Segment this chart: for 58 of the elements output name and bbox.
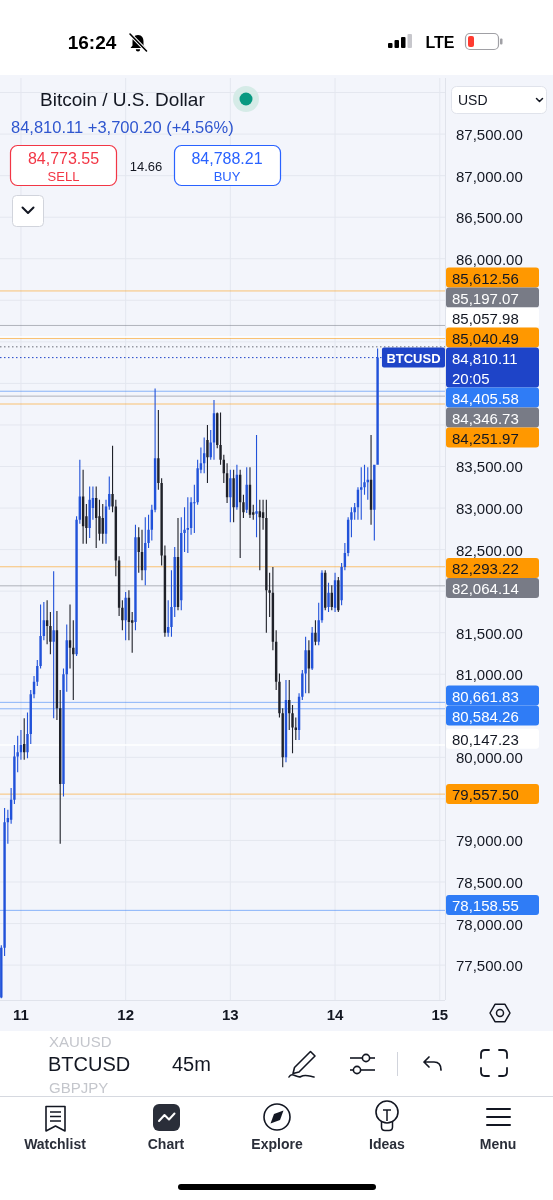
- ref-line-label: 84,405.58: [452, 389, 519, 407]
- ref-line-label: 85,612.56: [452, 269, 519, 287]
- ref-line-label: 84,251.97: [452, 429, 519, 447]
- ref-line-label: 82,293.22: [452, 559, 519, 577]
- text: Explore: [251, 1136, 303, 1152]
- y-tick-label: 81,000.00: [456, 665, 523, 683]
- candlestick: [140, 529, 144, 581]
- candlestick: [52, 571, 55, 719]
- y-tick-label: 83,500.00: [456, 457, 523, 475]
- x-tick-label: 14: [326, 1005, 345, 1023]
- text: Watchlist: [24, 1136, 87, 1152]
- text: 45m: [172, 1053, 211, 1075]
- ref-line-label: 85,197.07: [452, 289, 519, 307]
- text: Menu: [479, 1136, 517, 1152]
- y-tick-label: 78,000.00: [456, 915, 523, 933]
- annotation: SELL: [47, 168, 80, 184]
- annotation: 84,773.55: [27, 149, 100, 167]
- annotation: 84,788.21: [191, 149, 263, 167]
- x-tick-label: 12: [117, 1005, 134, 1023]
- x-tick-label: 11: [13, 1005, 29, 1023]
- text: Chart: [147, 1136, 185, 1152]
- annotation: BUY: [213, 168, 241, 184]
- text: LTE: [425, 33, 455, 51]
- annotation: 14.66: [129, 158, 163, 174]
- text: GBPJPY: [49, 1078, 109, 1096]
- y-tick-label: 83,000.00: [456, 499, 523, 517]
- ref-line-label: 82,064.14: [452, 579, 519, 597]
- text: XAUUSD: [49, 1032, 112, 1050]
- y-tick-label: 86,000.00: [456, 250, 523, 268]
- text: USD: [458, 91, 488, 108]
- x-tick-label: 15: [431, 1005, 449, 1023]
- text: Bitcoin / U.S. Dollar: [40, 88, 206, 110]
- ref-line-label: 78,158.55: [452, 896, 519, 914]
- candlestick: [255, 434, 258, 538]
- annotation: BTCUSD: [386, 350, 441, 366]
- y-tick-label: 77,500.00: [456, 956, 523, 974]
- y-tick-label: 82,500.00: [456, 541, 523, 559]
- text: 84,810.11 +3,700.20 (+4.56%): [11, 118, 234, 136]
- text: Ideas: [369, 1136, 406, 1152]
- y-tick-label: 86,500.00: [456, 208, 523, 226]
- y-tick-label: 81,500.00: [456, 624, 523, 642]
- text: 20:05: [452, 369, 490, 387]
- ref-line-label: 80,584.26: [452, 707, 519, 725]
- ref-line-label: 85,040.49: [452, 329, 519, 347]
- text: BTCUSD: [48, 1053, 131, 1075]
- ref-line-label: 80,147.23: [452, 730, 519, 748]
- y-tick-label: 78,500.00: [456, 873, 523, 891]
- y-tick-label: 87,500.00: [456, 125, 523, 143]
- ref-line-label: 79,557.50: [452, 785, 519, 803]
- y-tick-label: 87,000.00: [456, 167, 523, 185]
- ref-line-label: 80,661.83: [452, 687, 519, 705]
- y-tick-label: 80,000.00: [456, 748, 523, 766]
- text: 16:24: [67, 31, 117, 53]
- ref-line-label: 84,810.11: [452, 349, 518, 367]
- ref-line-label: 84,346.73: [452, 409, 519, 427]
- x-tick-label: 13: [222, 1005, 239, 1023]
- ref-line-label: 85,057.98: [452, 309, 519, 327]
- y-tick-label: 79,000.00: [456, 831, 523, 849]
